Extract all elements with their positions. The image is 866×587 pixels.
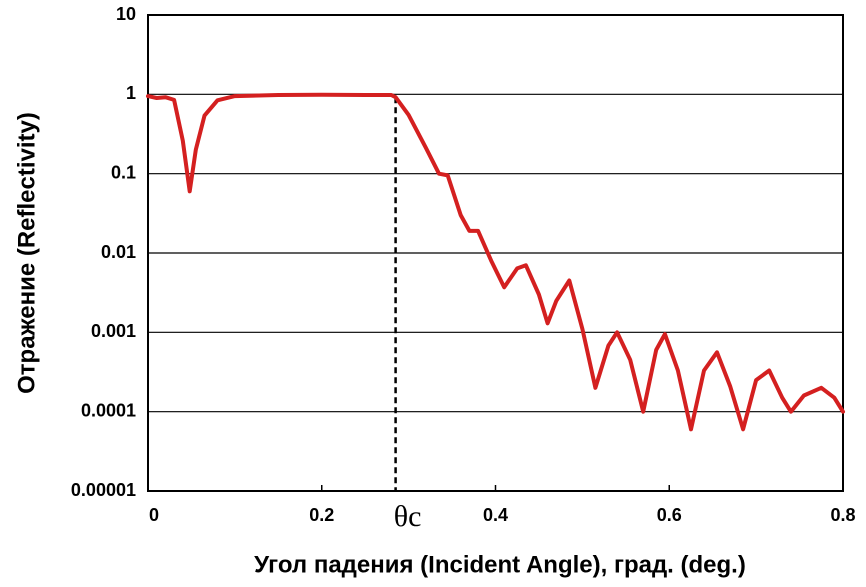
y-tick-label: 0.001 [91, 321, 136, 341]
x-tick-label: 0.8 [830, 505, 855, 525]
x-tick-label: 0.4 [483, 505, 508, 525]
reflectivity-curve [146, 92, 845, 432]
y-tick-label: 1 [126, 83, 136, 103]
y-axis-title: Отражение (Reflectivity) [13, 112, 40, 394]
annotation: θc [394, 500, 422, 533]
x-axis-title: Угол падения (Incident Angle), град. (de… [254, 551, 746, 578]
y-tick-label: 0.01 [101, 242, 136, 262]
y-tick-label: 0.0001 [81, 400, 136, 420]
y-tick-label: 0.00001 [71, 480, 136, 500]
x-tick-label: 0 [149, 505, 159, 525]
x-tick-label: 0.2 [309, 505, 334, 525]
x-tick-label: 0.6 [657, 505, 682, 525]
y-tick-label: 0.1 [111, 162, 136, 182]
y-tick-label: 10 [116, 4, 136, 24]
